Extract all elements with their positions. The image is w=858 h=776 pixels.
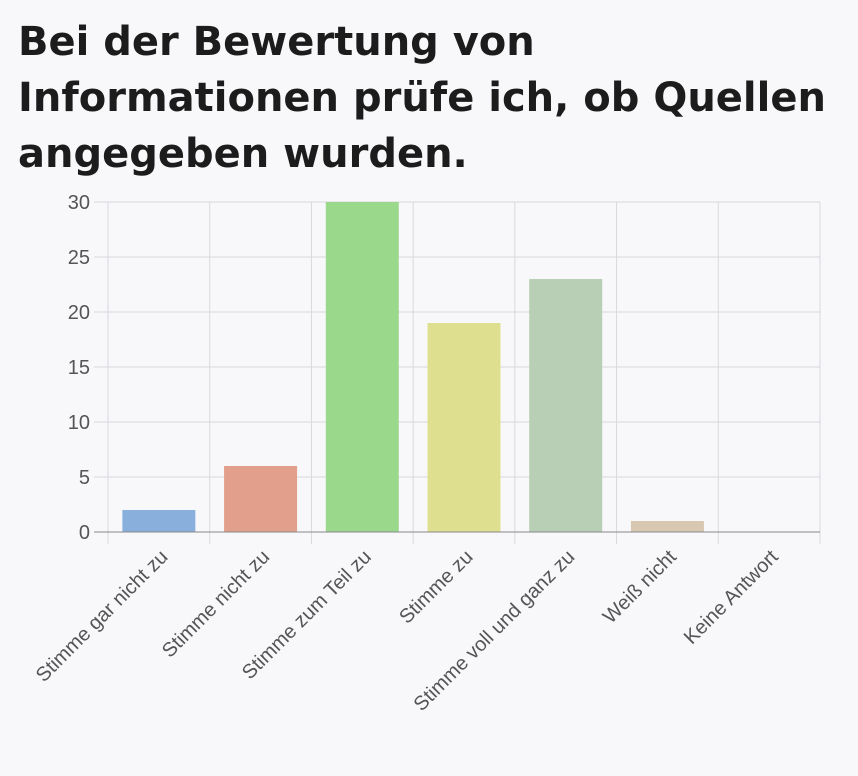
bar [122, 510, 196, 532]
bar [325, 202, 399, 532]
x-tick-label: Stimme voll und ganz zu [410, 546, 580, 716]
x-tick-label: Stimme zu [395, 546, 477, 628]
x-tick-label: Stimme nicht zu [158, 546, 274, 662]
x-tick-label: Stimme gar nicht zu [32, 546, 173, 687]
bar [630, 521, 704, 532]
y-tick-label: 0 [79, 522, 90, 544]
x-tick-label: Keine Antwort [680, 546, 783, 649]
x-tick-label: Weiß nicht [599, 546, 681, 628]
y-tick-label: 5 [79, 467, 90, 489]
bar [427, 323, 501, 532]
y-tick-label: 25 [68, 247, 90, 269]
bar [224, 466, 298, 532]
y-tick-label: 30 [68, 192, 90, 214]
chart-title: Bei der Bewertung von Informationen prüf… [18, 19, 826, 177]
y-tick-label: 15 [68, 357, 90, 379]
y-tick-label: 10 [68, 412, 90, 434]
bar [529, 279, 603, 532]
y-tick-label: 20 [68, 302, 90, 324]
